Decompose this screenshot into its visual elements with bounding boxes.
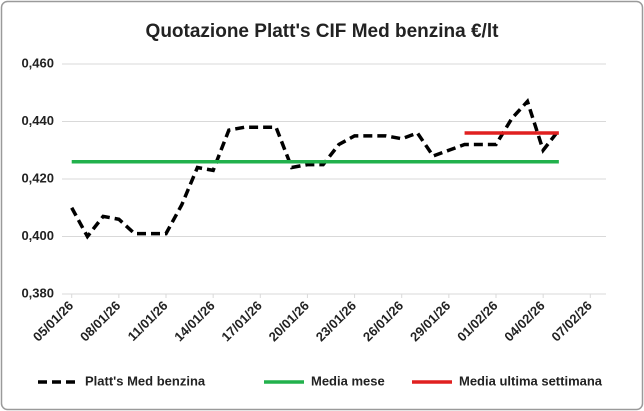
- y-tick-label: 0,400: [21, 228, 54, 243]
- legend-label: Platt's Med benzina: [85, 373, 206, 388]
- y-tick-label: 0,380: [21, 285, 54, 300]
- legend-label: Media ultima settimana: [459, 373, 603, 388]
- legend-label: Media mese: [311, 373, 385, 388]
- y-tick-label: 0,460: [21, 55, 54, 70]
- series-line: [70, 97, 561, 240]
- y-tick-label: 0,440: [21, 113, 54, 128]
- chart-title: Quotazione Platt's CIF Med benzina €/lt: [146, 21, 500, 42]
- y-tick-label: 0,420: [21, 170, 54, 185]
